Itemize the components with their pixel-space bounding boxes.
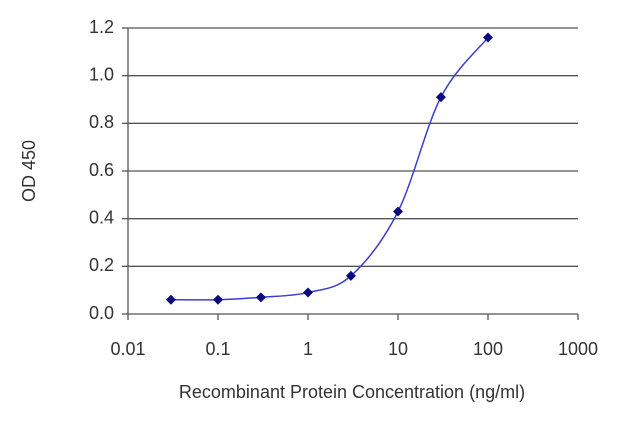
y-tick-label: 0.6 [89,160,114,180]
data-point [303,287,313,298]
y-tick-label: 0.4 [89,207,114,227]
data-point [165,294,176,305]
y-tick-label: 0.8 [89,112,114,132]
y-tick-label: 0.2 [89,255,114,275]
data-point [345,270,356,281]
y-tick-label: 1.0 [89,64,114,84]
x-tick-label: 0.01 [110,339,145,359]
y-tick-label: 1.2 [89,17,114,37]
data-point [483,32,493,43]
x-axis-title: Recombinant Protein Concentration (ng/ml… [179,382,525,402]
data-point [435,92,446,103]
x-tick-label: 100 [473,339,503,359]
x-tick-label: 10 [388,339,408,359]
y-tick-label: 0.0 [89,303,114,323]
y-axis-title: OD 450 [19,140,39,202]
data-line [170,37,489,301]
x-tick-label: 1 [303,339,313,359]
data-point [393,206,403,217]
x-tick-label: 1000 [558,339,598,359]
x-tick-label: 0.1 [205,339,230,359]
data-point [255,292,266,303]
data-point [213,294,223,305]
